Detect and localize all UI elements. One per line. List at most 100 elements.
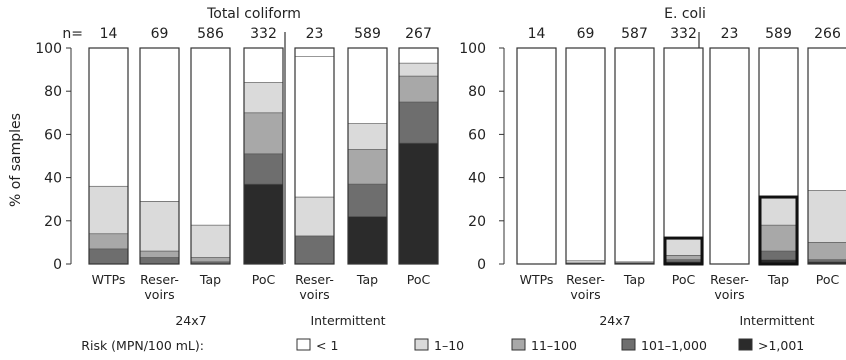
bar-segment--1 xyxy=(758,47,799,198)
y-tick-label: 0 xyxy=(53,257,62,273)
legend-swatch xyxy=(738,338,753,351)
bar-segment-101-1-000 xyxy=(663,259,704,263)
bar-segment--1 xyxy=(565,47,606,262)
legend-swatch xyxy=(414,338,429,351)
bar-segment--1 xyxy=(398,47,439,64)
bar-outline xyxy=(516,47,557,265)
bar-segment-1-10 xyxy=(398,62,439,77)
bar-outline xyxy=(190,47,231,265)
bar-segment-11-100 xyxy=(88,233,129,250)
legend-label: >1,001 xyxy=(758,338,804,353)
n-value: 332 xyxy=(670,26,697,42)
bar-segment-101-1-000 xyxy=(758,250,799,260)
bar-segment-1-10 xyxy=(88,185,129,235)
bar-segment-11-100 xyxy=(190,257,231,263)
category-label: PoC xyxy=(407,272,431,287)
bar-outline xyxy=(243,47,284,265)
legend-label: 101–1,000 xyxy=(641,338,707,353)
bar-segment-1-10 xyxy=(347,123,388,150)
y-tick-label: 60 xyxy=(468,127,486,143)
bar-segment--1-001 xyxy=(243,183,284,265)
n-value: 589 xyxy=(765,26,792,42)
n-value: 69 xyxy=(577,26,595,42)
bar-outline xyxy=(565,47,606,265)
y-tick-label: 40 xyxy=(468,171,486,187)
panel-e-coli: E. coli 0 20 40 60 80 100 14 WTPs 69 Reser-voirs 58… xyxy=(459,6,846,328)
n-value: 23 xyxy=(306,26,324,42)
n-value: 69 xyxy=(151,26,169,42)
bar-segment--1 xyxy=(709,47,750,265)
bar-segment-1-10 xyxy=(807,190,846,243)
chart-title: Total coliform xyxy=(206,6,301,22)
category-label: Tap xyxy=(199,272,221,287)
bar-segment--1 xyxy=(139,47,180,202)
category-label: Reser-voirs xyxy=(295,272,334,302)
bar-segment-101-1-000 xyxy=(807,259,846,263)
bar-segment-11-100 xyxy=(663,255,704,260)
bar-segment-101-1-000 xyxy=(243,153,284,185)
category-label: PoC xyxy=(816,272,840,287)
y-tick-label: 20 xyxy=(44,214,62,230)
y-tick-label: 100 xyxy=(35,41,62,57)
bar-outline xyxy=(614,47,655,265)
legend-swatch xyxy=(296,338,311,351)
category-label: PoC xyxy=(252,272,276,287)
bar-segment-101-1-000 xyxy=(88,248,129,265)
y-tick-label: 80 xyxy=(468,84,486,100)
y-tick-label: 100 xyxy=(459,41,486,57)
group-label: 24x7 xyxy=(175,313,206,328)
legend-title: Risk (MPN/100 mL): xyxy=(81,338,204,353)
n-value: 23 xyxy=(721,26,739,42)
n-value: 266 xyxy=(814,26,841,42)
legend: Risk (MPN/100 mL): < 1 1–10 11–100 101–1,000… xyxy=(81,338,804,353)
bar-segment--1 xyxy=(294,56,335,198)
bar-segment-101-1-000 xyxy=(139,257,180,265)
bar-outline xyxy=(709,47,750,265)
bar-segment--1 xyxy=(663,47,704,239)
bar-segment-1-10 xyxy=(663,237,704,256)
chart-title: E. coli xyxy=(664,6,706,22)
category-label: Reser-voirs xyxy=(140,272,179,302)
bar-highlight xyxy=(663,236,704,266)
category-label: Reser-voirs xyxy=(710,272,749,302)
bar-segment-11-100 xyxy=(139,250,180,258)
y-tick-label: 40 xyxy=(44,171,62,187)
category-label: Tap xyxy=(623,272,645,287)
bar-segment--1 xyxy=(88,47,129,187)
category-label: WTPs xyxy=(92,272,126,287)
y-tick-label: 80 xyxy=(44,84,62,100)
bar-outline xyxy=(139,47,180,265)
bar-segment-11-100 xyxy=(398,75,439,103)
bar-segment-1-10 xyxy=(758,196,799,226)
bar-segment-11-100 xyxy=(243,112,284,155)
legend-label: 1–10 xyxy=(434,338,464,353)
n-value: 14 xyxy=(528,26,546,42)
bar-segment--1-001 xyxy=(347,216,388,265)
bar-segment--1 xyxy=(516,47,557,265)
bar-outline xyxy=(347,47,388,265)
n-value: 332 xyxy=(250,26,277,42)
panel-total-coliform: Total coliform 0 20 40 60 80 100 % of samples n=… xyxy=(8,6,439,328)
category-label: Tap xyxy=(356,272,378,287)
legend-label: 11–100 xyxy=(531,338,577,353)
y-tick-label: 0 xyxy=(477,257,486,273)
bar-segment--1 xyxy=(190,47,231,226)
bar-segment-1-10 xyxy=(139,201,180,252)
bar-segment-1-10 xyxy=(294,196,335,237)
group-label: Intermittent xyxy=(310,313,385,328)
bar-segment--1 xyxy=(347,47,388,124)
bar-segment-11-100 xyxy=(758,224,799,252)
bar-outline xyxy=(294,47,335,265)
n-value: 267 xyxy=(405,26,432,42)
bar-segment-101-1-000 xyxy=(347,183,388,217)
bar-segment-1-10 xyxy=(243,82,284,114)
bar-segment--1 xyxy=(807,47,846,191)
y-tick-label: 60 xyxy=(44,127,62,143)
bar-segment-11-100 xyxy=(807,242,846,260)
category-label: Tap xyxy=(767,272,789,287)
category-label: WTPs xyxy=(520,272,554,287)
n-label: n= xyxy=(62,26,83,42)
bar-outline xyxy=(807,47,846,265)
